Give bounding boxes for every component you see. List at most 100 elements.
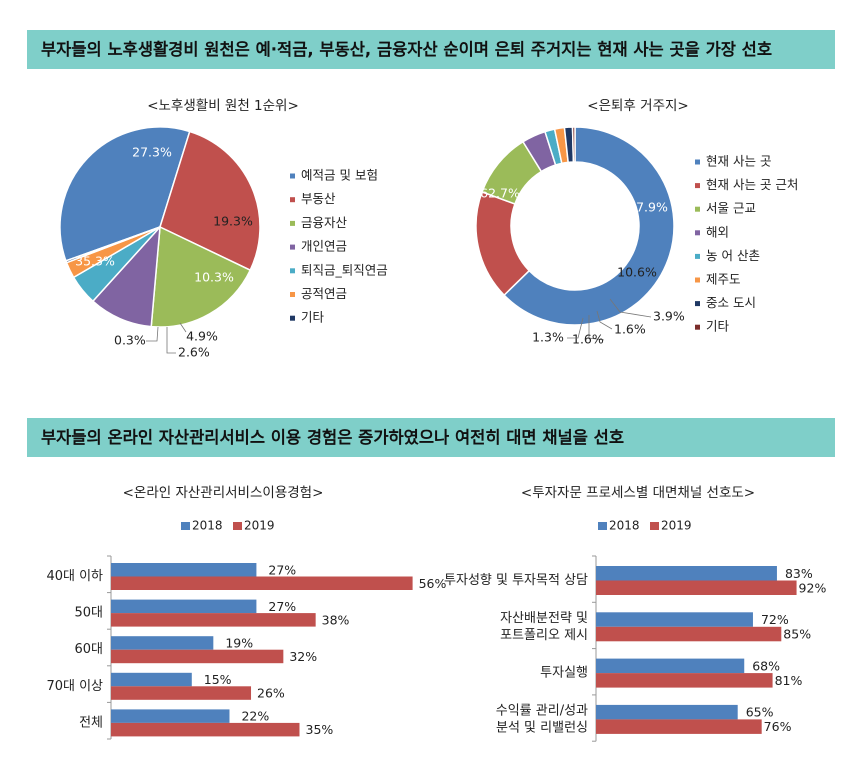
chart-title: <은퇴후 거주지> — [587, 98, 688, 114]
bar-value-label: 15% — [204, 672, 232, 687]
bar-value-label: 56% — [419, 576, 447, 591]
pie-value-label: 0.3% — [114, 333, 146, 348]
bar-value-label: 38% — [322, 612, 350, 627]
category-label: 60대 — [74, 642, 103, 657]
legend-swatch — [695, 253, 700, 259]
bar-2018 — [596, 658, 745, 674]
pie-value-label: 1.6% — [572, 332, 604, 347]
leader-line — [567, 317, 584, 339]
legend-label: 공적연금 — [301, 286, 347, 301]
legend-label: 2018 — [192, 519, 223, 533]
legend-swatch — [695, 230, 700, 236]
legend-label: 농 어 산촌 — [706, 248, 760, 263]
legend-label: 개인연금 — [301, 239, 347, 254]
pie-value-label: 17.9% — [628, 200, 668, 215]
bar-value-label: 26% — [257, 686, 285, 701]
bar-value-label: 27% — [268, 562, 296, 577]
bar-value-label: 68% — [752, 658, 780, 673]
bar-value-label: 72% — [761, 612, 789, 627]
legend-swatch — [290, 315, 295, 321]
category-label: 투자성향 및 투자목적 상담 — [444, 573, 588, 588]
bar-2019 — [111, 613, 316, 627]
pie-value-label: 1.6% — [614, 322, 646, 337]
legend-swatch — [290, 173, 295, 179]
bar-2018 — [596, 566, 777, 581]
legend-swatch — [695, 324, 700, 330]
bar-2018 — [596, 612, 753, 627]
legend-swatch — [695, 159, 700, 165]
pie-slice — [150, 225, 252, 328]
category-label: 수익률 관리/성과 — [496, 703, 588, 718]
bar-value-label: 65% — [746, 705, 774, 720]
category-label: 자산배분전략 및 — [500, 611, 588, 626]
pie-value-label: 10.6% — [617, 265, 657, 280]
bar-2019 — [111, 722, 300, 737]
legend-swatch — [233, 522, 242, 530]
category-label: 70대 이상 — [46, 679, 103, 694]
legend-swatch — [695, 206, 700, 212]
legend-label: 예적금 및 보험 — [301, 168, 378, 183]
bar-value-label: 27% — [268, 599, 296, 614]
bar-value-label: 85% — [783, 627, 811, 642]
legend-swatch — [290, 244, 295, 250]
leader-line — [179, 322, 187, 333]
legend-label: 서울 근교 — [706, 201, 756, 216]
category-label: 투자실행 — [540, 665, 588, 681]
legend-label: 기타 — [301, 310, 325, 325]
legend-swatch — [290, 197, 295, 203]
leader-line — [146, 326, 159, 342]
pie-slice — [159, 130, 261, 272]
legend-label: 제주도 — [706, 272, 741, 287]
bar-value-label: 76% — [764, 719, 792, 734]
legend-label: 기타 — [706, 319, 730, 334]
category-label: 40대 이하 — [46, 569, 103, 584]
pie-value-label: 1.3% — [532, 330, 564, 345]
category-label: 전체 — [79, 715, 103, 730]
leader-line — [596, 310, 613, 330]
bar-2018 — [111, 636, 214, 650]
pie-value-label: 2.6% — [178, 345, 210, 360]
leader-line — [588, 315, 605, 341]
bar-value-label: 81% — [775, 673, 803, 688]
section-banner-online-service: 부자들의 온라인 자산관리서비스 이용 경험은 증가하였으나 여전히 대면 채널… — [27, 418, 835, 457]
legend-swatch — [695, 277, 700, 283]
legend-swatch — [695, 301, 700, 307]
category-label: 포트폴리오 제시 — [500, 628, 588, 643]
pie-value-label: 10.3% — [194, 270, 234, 285]
bar-value-label: 32% — [289, 649, 317, 664]
legend-label: 2018 — [609, 519, 640, 533]
bar-2018 — [111, 709, 230, 723]
legend-label: 퇴직금_퇴직연금 — [301, 262, 388, 277]
bar-value-label: 92% — [799, 580, 827, 595]
bar-2018 — [111, 563, 257, 577]
pie-slice — [571, 126, 576, 163]
pie-value-label: 62.7% — [480, 186, 520, 201]
legend-swatch — [290, 220, 295, 226]
legend-label: 현재 사는 곳 근처 — [706, 177, 798, 192]
legend-swatch — [598, 522, 607, 530]
bar-value-label: 35% — [306, 722, 334, 737]
chart-title: <노후생활비 원천 1순위> — [147, 98, 299, 114]
pie-value-label: 3.9% — [653, 309, 685, 324]
bar-value-label: 83% — [785, 566, 813, 581]
bar-2018 — [596, 704, 738, 720]
bar-2019 — [111, 576, 413, 590]
legend-swatch — [181, 522, 190, 530]
bar-2019 — [111, 649, 284, 664]
pie-slice — [503, 126, 675, 326]
bar-2018 — [111, 672, 192, 687]
pie-value-label: 35.3% — [75, 254, 115, 269]
leader-line — [609, 298, 652, 318]
pie-value-label: 27.3% — [132, 145, 172, 160]
legend-label: 2019 — [244, 519, 275, 533]
legend-swatch — [695, 183, 700, 189]
legend-label: 중소 도시 — [706, 295, 756, 310]
category-label: 50대 — [74, 606, 103, 621]
category-label: 분석 및 리밸런싱 — [496, 720, 588, 735]
bar-2019 — [596, 719, 762, 734]
bar-2019 — [596, 673, 773, 688]
legend-label: 2019 — [661, 519, 692, 533]
pie-value-label: 19.3% — [213, 214, 253, 229]
bar-value-label: 22% — [241, 709, 269, 724]
bar-2018 — [111, 599, 257, 614]
